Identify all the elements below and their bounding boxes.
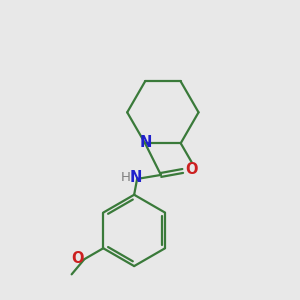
Text: N: N xyxy=(140,135,152,150)
Text: O: O xyxy=(185,163,198,178)
Text: H: H xyxy=(120,171,130,184)
Text: N: N xyxy=(130,170,142,185)
Text: O: O xyxy=(71,251,84,266)
